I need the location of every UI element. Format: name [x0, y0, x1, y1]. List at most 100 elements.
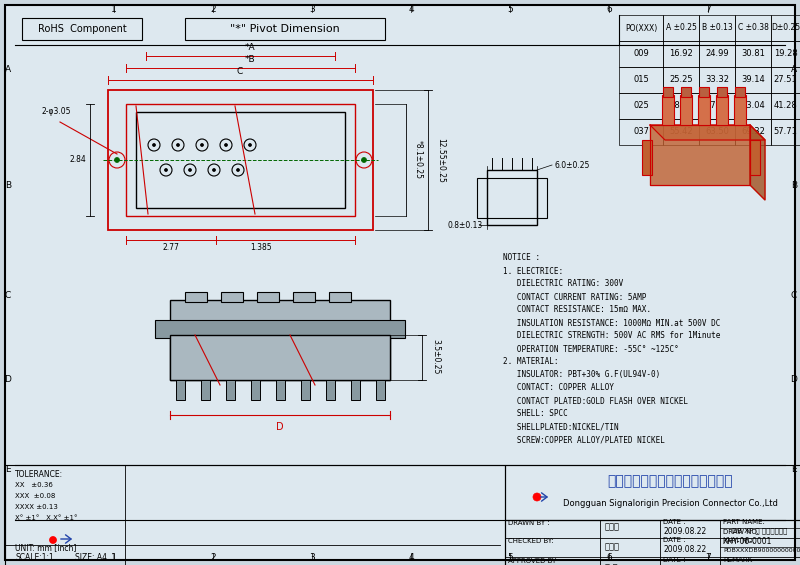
- Text: SCREW:COPPER ALLOY/PLATED NICKEL: SCREW:COPPER ALLOY/PLATED NICKEL: [503, 436, 665, 445]
- Bar: [185, 18, 385, 40]
- Circle shape: [362, 158, 366, 163]
- Text: 2009.08.22: 2009.08.22: [663, 545, 706, 554]
- Text: 2009.08.22: 2009.08.22: [663, 527, 706, 536]
- Polygon shape: [750, 125, 765, 200]
- Text: 东莞市迅顿原精密连接器有限公司: 东莞市迅顿原精密连接器有限公司: [607, 474, 733, 488]
- Text: 2: 2: [210, 5, 216, 14]
- Circle shape: [225, 144, 227, 146]
- Bar: [201, 380, 210, 400]
- Text: XXX  ±0.08: XXX ±0.08: [15, 493, 55, 499]
- Bar: [699, 15, 735, 41]
- Bar: [735, 41, 771, 67]
- Text: 27.51: 27.51: [774, 76, 798, 85]
- Bar: [716, 95, 728, 125]
- Text: DATE :: DATE :: [663, 537, 686, 543]
- Text: DATE :: DATE :: [663, 557, 686, 563]
- Bar: [698, 95, 710, 125]
- Text: 3: 3: [309, 5, 315, 14]
- Text: TOLERANCE:: TOLERANCE:: [15, 470, 63, 479]
- Text: 7: 7: [705, 5, 711, 14]
- Bar: [505, 520, 800, 565]
- Bar: [699, 119, 735, 145]
- Text: 5: 5: [507, 553, 513, 562]
- Circle shape: [213, 168, 215, 172]
- Text: "*" Pivot Dimension: "*" Pivot Dimension: [230, 24, 340, 34]
- Circle shape: [533, 493, 541, 501]
- Text: DIELECTRIC STRENGTH: 500V AC RMS for 1Minute: DIELECTRIC STRENGTH: 500V AC RMS for 1Mi…: [503, 332, 720, 341]
- Bar: [477, 178, 547, 218]
- Bar: [136, 112, 345, 208]
- Text: 6: 6: [606, 5, 612, 14]
- Bar: [22, 18, 142, 40]
- Text: 1. ELECTRICE:: 1. ELECTRICE:: [503, 267, 563, 276]
- Bar: [663, 15, 699, 41]
- Bar: [735, 15, 771, 41]
- Text: 16.92: 16.92: [669, 50, 693, 59]
- Bar: [642, 140, 652, 175]
- Circle shape: [153, 144, 155, 146]
- Bar: [663, 67, 699, 93]
- Text: 1: 1: [111, 553, 117, 562]
- Bar: [771, 67, 800, 93]
- Text: INSULATION RESISTANCE: 1000MΩ MIN.at 500V DC: INSULATION RESISTANCE: 1000MΩ MIN.at 500…: [503, 319, 720, 328]
- Bar: [176, 380, 185, 400]
- Text: 025: 025: [633, 102, 649, 111]
- Text: 0.8±0.13: 0.8±0.13: [447, 220, 482, 229]
- Text: 杨冬梅: 杨冬梅: [605, 523, 620, 532]
- Bar: [663, 93, 699, 119]
- Text: 24.99: 24.99: [705, 50, 729, 59]
- Text: DB XP 公 制式传将封合: DB XP 公 制式传将封合: [732, 528, 788, 534]
- Text: DRAW NO.: DRAW NO.: [723, 529, 759, 535]
- Text: 57.71: 57.71: [774, 128, 798, 137]
- Bar: [771, 15, 800, 41]
- Text: CONTACT: COPPER ALLOY: CONTACT: COPPER ALLOY: [503, 384, 614, 393]
- Text: D: D: [276, 422, 284, 432]
- Bar: [735, 93, 771, 119]
- Text: PDBXXXDB9000000000000000: PDBXXXDB9000000000000000: [723, 547, 800, 553]
- Text: 2.84: 2.84: [70, 155, 86, 164]
- Text: 30.81: 30.81: [741, 50, 765, 59]
- Text: 53.04: 53.04: [741, 102, 765, 111]
- Text: 69.32: 69.32: [741, 128, 765, 137]
- Text: 刚 超: 刚 超: [605, 563, 618, 565]
- Text: A ±0.25: A ±0.25: [666, 24, 697, 33]
- Text: SIZE: A4: SIZE: A4: [75, 554, 107, 563]
- Text: 39.14: 39.14: [741, 76, 765, 85]
- Text: SCALE:1:1: SCALE:1:1: [15, 554, 54, 563]
- Bar: [771, 93, 800, 119]
- Text: SHELL: SPCC: SHELL: SPCC: [503, 410, 568, 419]
- Bar: [619, 67, 663, 93]
- Bar: [108, 90, 373, 230]
- Text: 1.385: 1.385: [250, 244, 272, 253]
- Bar: [663, 119, 699, 145]
- Text: NOTICE :: NOTICE :: [503, 254, 540, 263]
- Text: 5: 5: [507, 5, 513, 14]
- Text: PART NO.: PART NO.: [723, 538, 754, 544]
- Circle shape: [237, 168, 239, 172]
- Bar: [351, 380, 360, 400]
- Bar: [226, 380, 235, 400]
- Text: X° ±1°   X.X° ±1°: X° ±1° X.X° ±1°: [15, 515, 78, 521]
- Bar: [487, 170, 537, 225]
- Text: D: D: [5, 376, 11, 385]
- Text: DRAWN BY :: DRAWN BY :: [508, 520, 550, 526]
- Text: 杨冬梅: 杨冬梅: [605, 542, 620, 551]
- Bar: [293, 292, 315, 302]
- Text: 25.25: 25.25: [669, 76, 693, 85]
- Bar: [771, 41, 800, 67]
- Circle shape: [201, 144, 203, 146]
- Bar: [185, 292, 207, 302]
- Text: 4: 4: [408, 553, 414, 562]
- Bar: [750, 140, 760, 175]
- Circle shape: [177, 144, 179, 146]
- Bar: [663, 41, 699, 67]
- Text: B: B: [5, 180, 11, 189]
- Bar: [734, 95, 746, 125]
- Text: 037: 037: [633, 128, 649, 137]
- Bar: [619, 15, 663, 41]
- Circle shape: [114, 158, 119, 163]
- Text: 1: 1: [111, 5, 117, 14]
- Text: *8.1±0.25: *8.1±0.25: [414, 141, 423, 180]
- Text: 3.5±0.25: 3.5±0.25: [431, 340, 440, 375]
- Text: 2.77: 2.77: [162, 244, 179, 253]
